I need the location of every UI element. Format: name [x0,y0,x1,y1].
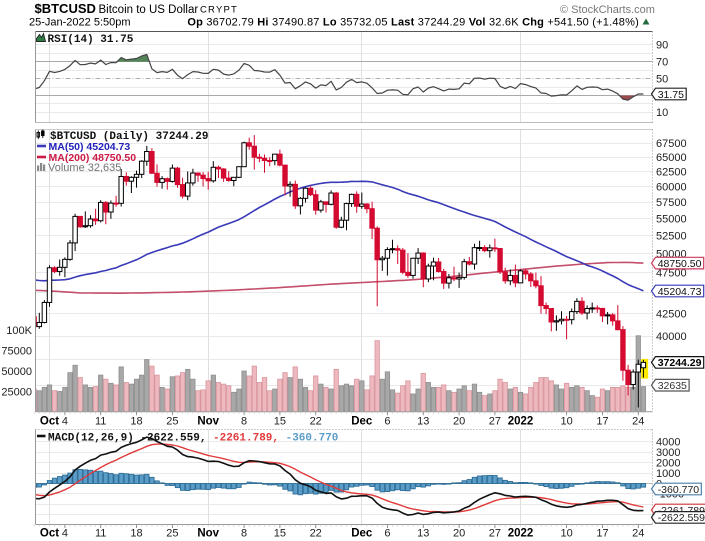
svg-text:52500: 52500 [656,231,687,243]
svg-text:20: 20 [453,416,465,428]
svg-text:62500: 62500 [656,166,687,178]
svg-text:8: 8 [241,528,247,540]
svg-text:10: 10 [560,528,572,540]
svg-text:50: 50 [656,73,668,85]
svg-text:60000: 60000 [656,181,687,193]
svg-text:15: 15 [274,528,286,540]
svg-text:17: 17 [596,528,608,540]
svg-text:2000: 2000 [656,458,680,470]
svg-text:10: 10 [656,107,668,119]
svg-text:Op 36702.79 Hi 37490.87 Lo 357: Op 36702.79 Hi 37490.87 Lo 35732.05 Last… [187,17,639,29]
svg-text:Nov: Nov [197,416,219,428]
svg-text:31.75: 31.75 [658,89,684,101]
svg-text:RSI(14) 31.75: RSI(14) 31.75 [48,34,134,46]
svg-text:47500: 47500 [656,268,687,280]
svg-text:2022: 2022 [508,528,534,540]
svg-text:MACD(12,26,9) -2622.559,: MACD(12,26,9) -2622.559, [48,432,206,444]
svg-text:$BTCUSD: $BTCUSD [35,1,96,16]
svg-text:$BTCUSD (Daily) 37244.29: $BTCUSD (Daily) 37244.29 [50,131,208,143]
svg-text:6: 6 [384,416,390,428]
svg-text:90: 90 [656,40,668,52]
svg-text:Dec: Dec [351,416,373,428]
svg-text:3000: 3000 [656,447,680,459]
svg-text:22: 22 [310,528,322,540]
svg-text:18: 18 [130,416,142,428]
svg-text:57500: 57500 [656,197,687,209]
svg-text:15: 15 [274,416,286,428]
svg-text:Volume 32,635: Volume 32,635 [48,162,121,174]
svg-text:2022: 2022 [508,416,534,428]
svg-text:25000: 25000 [1,386,32,398]
svg-text:© StockCharts.com: © StockCharts.com [560,4,655,16]
svg-text:MA(200) 48750.50: MA(200) 48750.50 [49,152,137,164]
svg-text:4000: 4000 [656,437,680,449]
svg-text:Nov: Nov [197,528,219,540]
svg-text:27: 27 [489,528,501,540]
svg-text:48750.50: 48750.50 [658,258,702,270]
svg-text:50000: 50000 [1,366,32,378]
svg-text:MA(50) 45204.73: MA(50) 45204.73 [49,141,131,153]
svg-text:CRYPT: CRYPT [200,5,238,16]
svg-text:37244.29: 37244.29 [658,357,702,369]
svg-text:11: 11 [95,528,106,540]
svg-text:Oct: Oct [40,416,59,428]
svg-text:17: 17 [596,416,608,428]
svg-text:25: 25 [166,416,178,428]
svg-text:-360.770: -360.770 [286,432,339,444]
svg-text:75000: 75000 [1,345,32,357]
svg-text:65000: 65000 [656,152,687,164]
svg-text:24: 24 [632,528,644,540]
svg-text:27: 27 [489,416,501,428]
svg-text:20: 20 [453,528,465,540]
svg-text:4: 4 [62,416,68,428]
svg-text:-2622.559: -2622.559 [658,512,705,524]
svg-text:Dec: Dec [351,528,373,540]
svg-text:Oct: Oct [40,528,59,540]
svg-text:25: 25 [166,528,178,540]
svg-text:22: 22 [310,416,322,428]
svg-text:24: 24 [632,416,644,428]
svg-text:6: 6 [384,528,390,540]
svg-text:10: 10 [560,416,572,428]
svg-text:-2261.789,: -2261.789, [213,432,279,444]
svg-text:11: 11 [95,416,106,428]
svg-text:-360.770: -360.770 [658,484,700,496]
svg-text:100K: 100K [6,325,32,337]
svg-text:Bitcoin to US Dollar: Bitcoin to US Dollar [99,4,199,16]
svg-text:25-Jan-2022 5:50pm: 25-Jan-2022 5:50pm [29,17,131,29]
svg-text:8: 8 [241,416,247,428]
svg-text:45204.73: 45204.73 [658,286,702,298]
svg-text:70: 70 [656,57,668,69]
svg-text:67500: 67500 [656,138,687,150]
svg-text:55000: 55000 [656,214,687,226]
svg-text:32635: 32635 [658,380,687,392]
svg-text:13: 13 [417,416,429,428]
svg-text:1000: 1000 [656,468,680,480]
svg-text:18: 18 [130,528,142,540]
svg-text:42500: 42500 [656,309,687,321]
svg-text:13: 13 [417,528,429,540]
svg-text:4: 4 [62,528,68,540]
svg-text:40000: 40000 [656,331,687,343]
